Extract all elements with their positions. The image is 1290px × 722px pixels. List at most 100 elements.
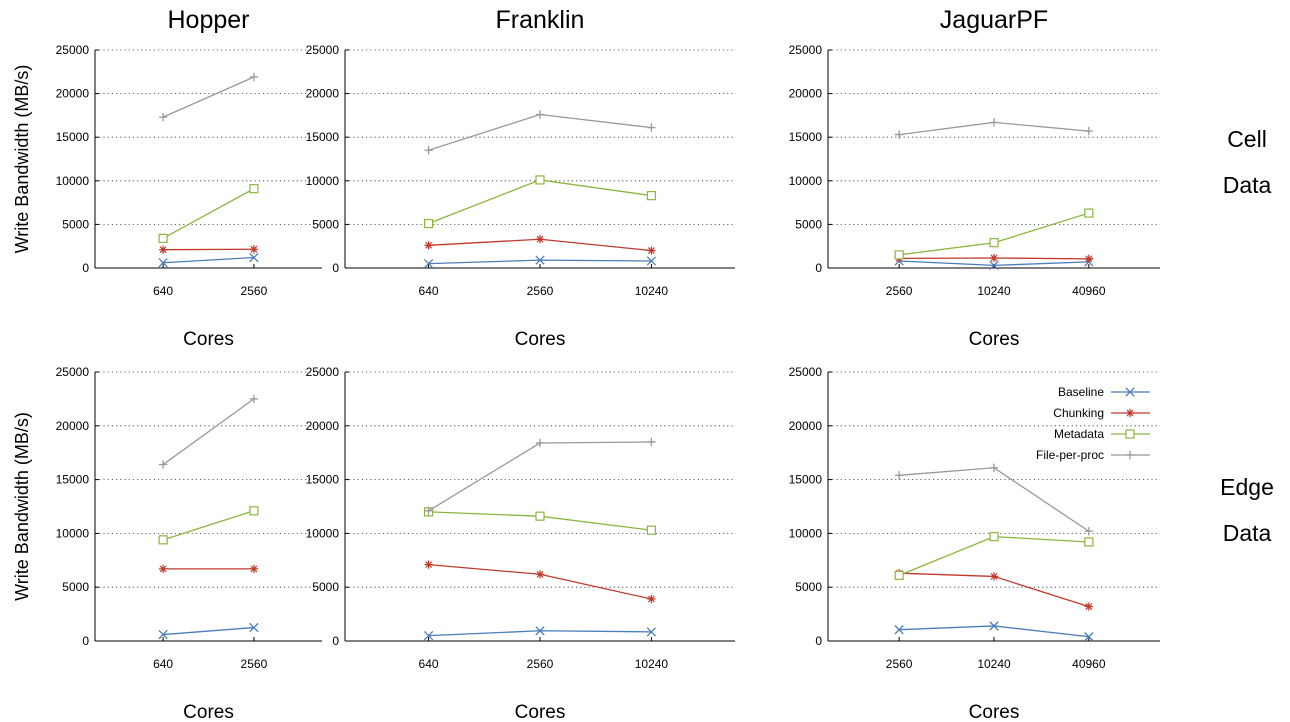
x-tick-label: 40960 (1072, 657, 1106, 671)
x-tick-label: 10240 (635, 657, 669, 671)
legend-file-per-proc-point (1125, 450, 1135, 460)
series-metadata-line (899, 212, 1090, 256)
series-baseline-point (249, 622, 259, 633)
y-tick-label: 5000 (312, 580, 339, 594)
series-metadata-point (1084, 208, 1094, 218)
x-axis-label: Cores (183, 329, 234, 350)
y-tick-label: 5000 (312, 217, 339, 231)
series-chunking-point (647, 246, 656, 255)
series-metadata-point (646, 191, 657, 201)
x-tick-label: 2560 (241, 284, 268, 298)
y-tick-label: 25000 (789, 43, 823, 57)
legend-chunking-point (1125, 408, 1135, 418)
legend-baseline-label: Baseline (1058, 385, 1104, 399)
series-metadata-line (162, 510, 255, 541)
chart-title: Franklin (496, 6, 585, 34)
series-file-per-proc-line (162, 76, 255, 118)
x-axis-label: Cores (183, 702, 234, 722)
chart-panel-3: 0 5000 10000 15000 20000 25000 2560 10240 40960 J… (789, 6, 1160, 350)
series-chunking-point (535, 235, 545, 244)
series-baseline-point (158, 258, 168, 268)
x-tick-label: 640 (153, 284, 173, 298)
y-tick-label: 0 (332, 634, 339, 648)
x-tick-label: 640 (419, 657, 439, 671)
series-file-per-proc-point (424, 506, 433, 516)
x-tick-label: 40960 (1072, 284, 1106, 298)
y-tick-label: 10000 (789, 174, 823, 188)
series-baseline-point (249, 252, 259, 263)
x-tick-label: 10240 (635, 284, 669, 298)
series-metadata-point (535, 175, 545, 185)
series-metadata-point (1084, 537, 1094, 547)
series-file-per-proc-line (162, 398, 255, 466)
series-baseline-line (899, 625, 1089, 638)
series-baseline-point (646, 256, 657, 266)
series-metadata-point (894, 570, 904, 580)
series-metadata-point (249, 506, 259, 516)
x-tick-label: 2560 (886, 284, 913, 298)
series-metadata-point (894, 250, 904, 260)
y-tick-label: 5000 (62, 580, 89, 594)
series-file-per-proc-point (535, 110, 545, 119)
series-baseline-point (646, 627, 657, 637)
series-chunking-point (989, 572, 999, 581)
series-file-per-proc-point (158, 460, 168, 469)
y-tick-label: 10000 (306, 174, 340, 188)
x-axis-label: Cores (969, 702, 1020, 722)
y-tick-label: 10000 (56, 174, 90, 188)
y-tick-label: 20000 (789, 419, 823, 433)
series-file-per-proc-point (894, 471, 904, 480)
series-file-per-proc-point (158, 112, 168, 122)
y-tick-label: 25000 (56, 43, 90, 57)
row-label-2-line-1: Edge (1220, 474, 1274, 500)
chart-panel-1: 0 5000 10000 15000 20000 25000 640 2560 Hopper Co… (12, 6, 322, 350)
series-baseline-point (989, 260, 999, 271)
series-baseline-point (535, 255, 545, 265)
series-metadata-point (158, 233, 168, 243)
series-metadata-point (646, 525, 657, 535)
series-metadata-point (423, 218, 434, 229)
y-tick-label: 15000 (56, 130, 90, 144)
series-chunking-point (158, 564, 168, 574)
series-metadata-line (428, 179, 652, 225)
chart-panel-6: 0 5000 10000 15000 20000 25000 2560 10240 40960 C… (789, 365, 1160, 722)
chart-panel-4: 0 5000 10000 15000 20000 25000 640 2560 Cores Wri… (12, 365, 322, 722)
x-tick-label: 640 (419, 284, 439, 298)
series-chunking-point (989, 253, 999, 263)
x-tick-label: 2560 (527, 284, 554, 298)
y-tick-label: 0 (815, 261, 822, 275)
y-tick-label: 5000 (795, 217, 822, 231)
y-tick-label: 10000 (306, 526, 340, 540)
y-tick-label: 10000 (56, 526, 90, 540)
chart-panel-2: 0 5000 10000 15000 20000 25000 640 2560 10240 Fra… (306, 6, 735, 350)
series-file-per-proc-point (424, 146, 433, 155)
series-metadata-point (535, 511, 545, 521)
legend-baseline-point (1125, 387, 1135, 397)
y-tick-label: 20000 (306, 87, 340, 101)
y-tick-label: 25000 (306, 365, 340, 379)
x-axis-label: Cores (969, 329, 1020, 350)
row-label-1-line-2: Data (1223, 172, 1272, 198)
y-tick-label: 5000 (795, 580, 822, 594)
chart-title: JaguarPF (940, 6, 1048, 34)
series-chunking-point (1084, 254, 1094, 264)
series-file-per-proc-line (428, 113, 652, 151)
y-tick-label: 5000 (62, 217, 89, 231)
series-file-per-proc-point (647, 437, 656, 447)
series-chunking-point (158, 245, 168, 254)
series-file-per-proc-line (899, 467, 1090, 532)
legend: Baseline Chunking Metadata File-per-proc (1036, 385, 1150, 462)
legend-file-per-proc-label: File-per-proc (1036, 448, 1104, 462)
chart-panel-5: 0 5000 10000 15000 20000 25000 640 2560 10240 Cor… (306, 365, 735, 722)
series-baseline-line (163, 626, 254, 636)
y-tick-label: 0 (332, 261, 339, 275)
series-file-per-proc-point (249, 394, 259, 404)
y-tick-label: 0 (82, 261, 89, 275)
series-metadata-line (162, 188, 255, 239)
series-chunking-point (424, 560, 433, 569)
series-file-per-proc-line (428, 441, 652, 512)
series-baseline-point (423, 630, 434, 641)
series-baseline-line (163, 256, 254, 264)
legend-metadata-point (1125, 429, 1135, 439)
